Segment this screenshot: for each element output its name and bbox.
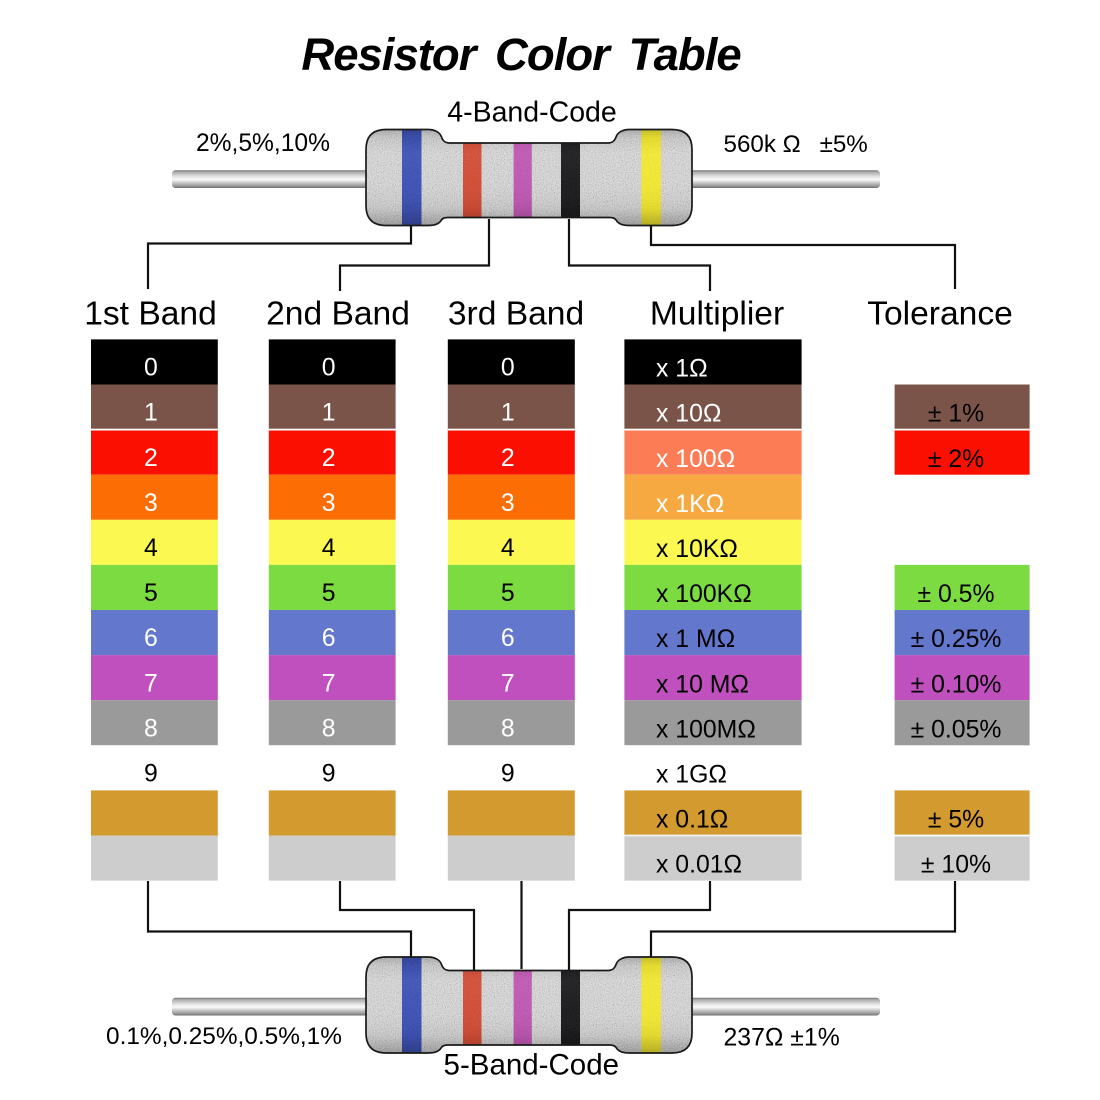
svg-text:x 1 MΩ: x 1 MΩ [656,626,735,653]
svg-text:x 10KΩ: x 10KΩ [656,536,738,563]
svg-text:5: 5 [144,580,158,607]
svg-text:x 10 MΩ: x 10 MΩ [656,671,749,698]
svg-text:1: 1 [144,400,158,427]
svg-text:7: 7 [144,670,158,697]
svg-text:± 5%: ± 5% [928,807,984,834]
svg-text:237Ω ±1%: 237Ω ±1% [724,1025,840,1052]
svg-text:9: 9 [144,761,158,788]
svg-text:± 0.25%: ± 0.25% [911,626,1002,653]
svg-text:2: 2 [322,445,336,472]
svg-text:x 0.1Ω: x 0.1Ω [656,807,728,834]
svg-text:4-Band-Code: 4-Band-Code [447,97,617,129]
svg-text:6: 6 [322,625,336,652]
svg-text:4: 4 [322,535,336,562]
svg-text:± 0.5%: ± 0.5% [917,581,994,608]
svg-text:3: 3 [501,490,515,517]
svg-text:5: 5 [501,580,515,607]
svg-text:6: 6 [501,625,515,652]
svg-text:8: 8 [501,715,515,742]
svg-text:3: 3 [322,490,336,517]
svg-text:5: 5 [322,580,336,607]
svg-text:560k Ω ±5%: 560k Ω ±5% [724,131,868,158]
svg-text:0: 0 [144,355,158,382]
svg-text:1: 1 [322,400,336,427]
svg-text:x 0.01Ω: x 0.01Ω [656,852,742,879]
svg-text:x 10Ω: x 10Ω [656,401,721,428]
svg-text:x 1GΩ: x 1GΩ [656,762,727,789]
svg-text:6: 6 [144,625,158,652]
svg-text:0: 0 [322,355,336,382]
svg-text:Tolerance: Tolerance [867,296,1013,333]
svg-text:0: 0 [501,355,515,382]
svg-text:1: 1 [501,400,515,427]
svg-text:2: 2 [501,445,515,472]
svg-text:x 1KΩ: x 1KΩ [656,491,724,518]
svg-text:8: 8 [144,715,158,742]
svg-text:5-Band-Code: 5-Band-Code [444,1049,619,1082]
svg-text:3rd Band: 3rd Band [448,296,584,333]
svg-text:8: 8 [322,715,336,742]
svg-text:x 100MΩ: x 100MΩ [656,716,756,743]
svg-text:x 100KΩ: x 100KΩ [656,581,752,608]
svg-text:9: 9 [501,761,515,788]
svg-text:Resistor Color Table: Resistor Color Table [301,29,741,80]
svg-text:2: 2 [144,445,158,472]
svg-text:7: 7 [322,670,336,697]
svg-text:± 0.05%: ± 0.05% [911,716,1002,743]
svg-text:2nd Band: 2nd Band [266,296,410,333]
svg-text:4: 4 [144,535,158,562]
svg-text:± 0.10%: ± 0.10% [911,671,1002,698]
svg-text:x 1Ω: x 1Ω [656,356,708,383]
svg-text:± 10%: ± 10% [921,852,991,879]
svg-text:3: 3 [144,490,158,517]
svg-text:1st Band: 1st Band [84,296,217,333]
svg-text:x 100Ω: x 100Ω [656,446,735,473]
svg-text:2%,5%,10%: 2%,5%,10% [196,130,330,157]
svg-text:4: 4 [501,535,515,562]
svg-text:± 1%: ± 1% [928,401,984,428]
svg-text:9: 9 [322,761,336,788]
svg-text:0.1%,0.25%,0.5%,1%: 0.1%,0.25%,0.5%,1% [106,1023,342,1050]
svg-text:7: 7 [501,670,515,697]
svg-text:Multiplier: Multiplier [650,296,784,333]
svg-text:± 2%: ± 2% [928,446,984,473]
